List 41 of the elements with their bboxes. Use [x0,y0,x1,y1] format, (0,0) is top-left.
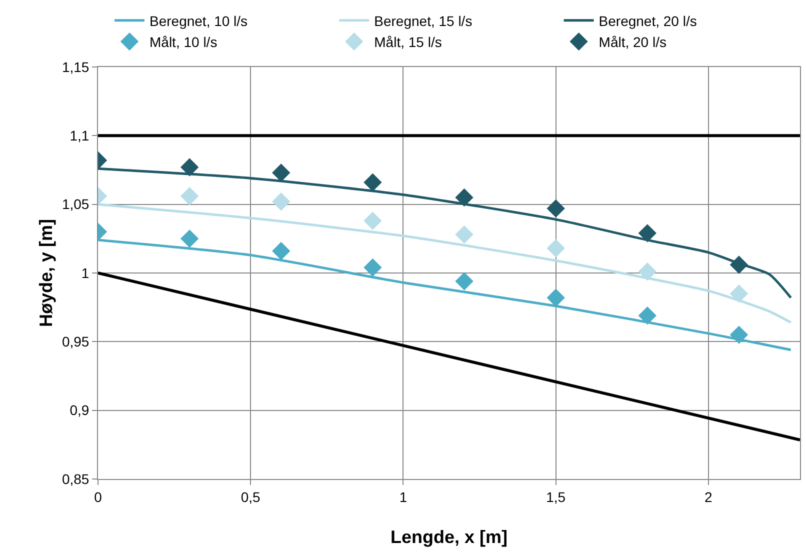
x-tick-label: 1 [399,488,408,505]
y-tick-label: 1,1 [70,128,90,144]
point [180,186,199,206]
point [272,192,290,211]
point [180,230,199,248]
point [546,239,565,258]
x-tick-label: 0 [94,488,102,505]
y-tick-label: 1 [81,264,90,281]
point [638,306,656,325]
y-tick-label: 0,9 [70,402,90,418]
legend-label: Beregnet, 15 l/s [374,12,472,29]
point [364,212,382,230]
legend-label: Målt, 10 l/s [150,34,218,50]
x-axis-title: Lengde, x [m] [390,527,508,547]
point [180,158,199,176]
point [730,326,748,344]
legend-label: Målt, 20 l/s [598,34,666,50]
legend-label: Beregnet, 20 l/s [598,12,697,29]
y-tick-label: 0,85 [62,470,90,487]
point [546,199,565,218]
y-tick-label: 1,15 [62,58,90,75]
y-tick-label: 0,95 [62,334,90,350]
point [272,242,290,260]
x-tick-label: 2 [704,488,713,505]
point [455,188,474,207]
x-tick-label: 0,5 [240,488,261,505]
point [638,224,656,242]
point [364,258,382,277]
point [730,284,748,303]
point [546,288,565,307]
legend-label: Målt, 15 l/s [374,34,442,50]
point [272,164,290,182]
y-tick-label: 1,05 [62,196,90,212]
point [364,173,382,192]
point [730,256,748,274]
point [638,262,656,281]
point [455,225,474,244]
point [455,272,474,290]
legend-label: Beregnet, 10 l/s [150,12,248,29]
y-axis-title: Høyde, y [m] [36,218,56,328]
x-tick-label: 1,5 [546,488,566,505]
